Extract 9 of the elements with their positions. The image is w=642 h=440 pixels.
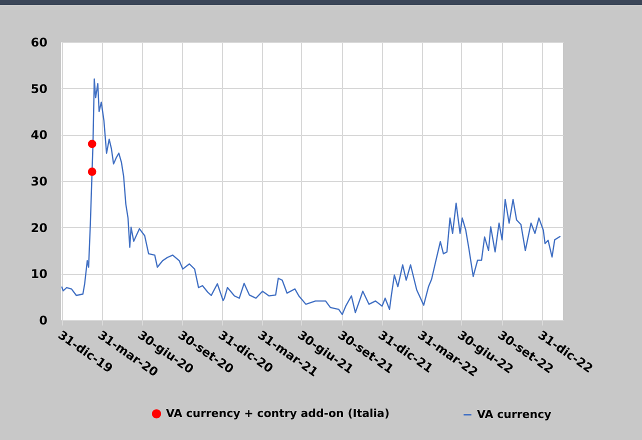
y-tick-label: 10 [30,267,48,282]
y-tick-label: 60 [30,36,48,50]
y-tick-label: 40 [30,128,48,142]
legend-label: VA currency [477,408,552,421]
legend-label: VA currency + contry add-on (Italia) [166,406,390,420]
y-tick-label: 30 [30,174,48,188]
y-tick-label: 50 [30,82,48,96]
y-tick-label: 20 [30,220,48,235]
y-tick-label: 0 [39,314,48,328]
